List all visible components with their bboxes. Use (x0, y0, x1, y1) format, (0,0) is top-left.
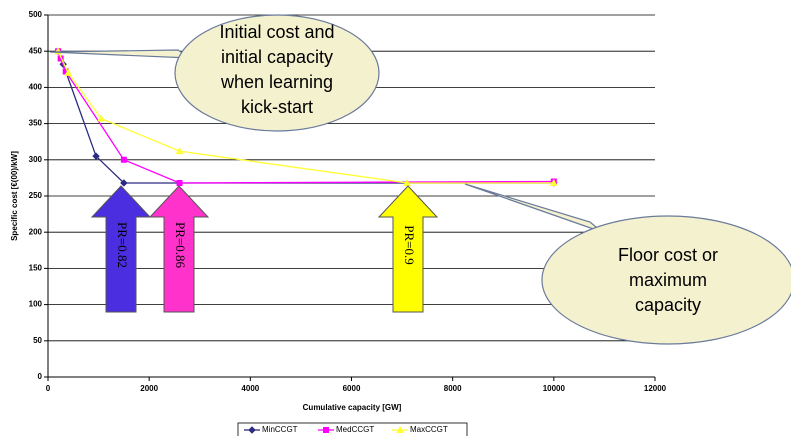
y-axis-title: Specific cost [€(00)/kW] (10, 151, 19, 241)
callout-text: kick-start (241, 97, 313, 117)
legend-marker (248, 426, 256, 434)
callout-tail (49, 49, 193, 59)
series-line (57, 50, 554, 184)
y-tick-label: 250 (29, 191, 43, 200)
series-marker (549, 178, 558, 186)
x-tick-label: 4000 (241, 384, 259, 393)
y-tick-label: 500 (29, 10, 43, 19)
series-marker (120, 156, 127, 163)
y-tick-label: 200 (29, 227, 43, 236)
legend-marker (323, 427, 329, 433)
callout-text: when learning (220, 72, 333, 92)
series-marker (176, 179, 183, 186)
y-tick-label: 50 (33, 336, 42, 345)
x-axis-title: Cumulative capacity [GW] (303, 403, 402, 412)
callout-text: maximum (629, 270, 707, 290)
x-tick-label: 2000 (140, 384, 158, 393)
x-tick-label: 8000 (444, 384, 462, 393)
y-tick-label: 350 (29, 119, 43, 128)
callout-bubble (174, 14, 380, 132)
callout-text: initial capacity (221, 47, 333, 67)
arrow (377, 185, 439, 313)
legend-label: MinCCGT (262, 425, 298, 434)
legend-box (237, 422, 468, 436)
legend-marker (396, 425, 404, 433)
arrow-label: PR=0.86 (173, 222, 188, 268)
legend-label: MedCCGT (336, 425, 374, 434)
callout-tail (464, 183, 603, 233)
series-marker (120, 179, 128, 187)
legend-label: MaxCCGT (410, 425, 448, 434)
arrow-label: PR=0.9 (402, 225, 417, 264)
series-marker (175, 147, 184, 155)
y-tick-label: 300 (29, 155, 43, 164)
callout-text: capacity (635, 295, 701, 315)
series-marker (403, 178, 411, 186)
y-tick-label: 150 (29, 264, 43, 273)
arrow (148, 185, 210, 313)
y-tick-label: 400 (29, 83, 43, 92)
callout-bubble (541, 215, 791, 345)
y-tick-label: 450 (29, 46, 43, 55)
x-tick-label: 10000 (543, 384, 566, 393)
callout-text: Floor cost or (618, 245, 718, 265)
series-marker (64, 68, 73, 76)
arrow (90, 185, 152, 313)
x-tick-label: 0 (46, 384, 51, 393)
x-tick-label: 6000 (343, 384, 361, 393)
callout-text: Initial cost and (219, 22, 334, 42)
x-tick-label: 12000 (644, 384, 667, 393)
arrow-label: PR=0.82 (115, 222, 130, 268)
series-marker (97, 114, 105, 122)
y-tick-label: 100 (29, 300, 43, 309)
y-tick-label: 0 (38, 372, 43, 381)
series-marker (92, 152, 100, 160)
